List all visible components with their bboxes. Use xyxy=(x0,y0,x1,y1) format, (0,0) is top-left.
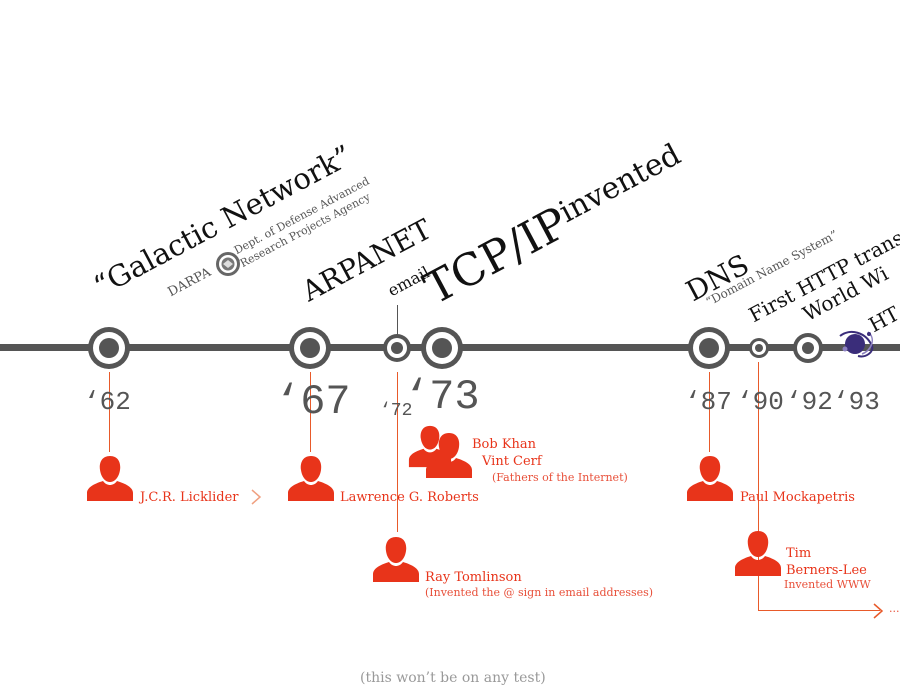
year-92: ‘92 xyxy=(786,387,833,417)
darpa-seal-icon xyxy=(216,252,240,276)
person-silhouette-icon xyxy=(86,455,134,501)
person-roberts: Lawrence G. Roberts xyxy=(340,490,479,505)
connector-90-horizontal xyxy=(758,610,880,611)
person-licklider: J.C.R. Licklider xyxy=(140,490,239,505)
event-tcpip-invented: invented xyxy=(553,137,687,230)
person-berners-lee: Berners-Lee xyxy=(786,563,867,578)
node-92 xyxy=(793,333,823,363)
node-62 xyxy=(88,327,130,369)
node-73 xyxy=(421,327,463,369)
node-87 xyxy=(688,327,730,369)
connector-62 xyxy=(109,372,110,452)
chevron-right-icon xyxy=(873,603,884,619)
year-73: ‘73 xyxy=(404,373,480,421)
year-90: ‘90 xyxy=(737,387,784,417)
mosaic-logo-icon xyxy=(839,330,874,358)
chevron-right-icon xyxy=(251,489,262,505)
person-cerf: Vint Cerf xyxy=(482,454,542,469)
person-khan: Bob Khan xyxy=(472,437,537,452)
note-fathers: (Fathers of the Internet) xyxy=(492,471,628,484)
connector-67 xyxy=(310,372,311,452)
connector-87 xyxy=(709,372,710,452)
connector-90 xyxy=(758,362,759,610)
year-93: ‘93 xyxy=(833,387,880,417)
connector-email xyxy=(397,305,398,335)
connector-72 xyxy=(397,372,398,532)
person-tim: Tim xyxy=(786,546,812,561)
year-67: ‘67 xyxy=(275,378,351,426)
node-67 xyxy=(289,327,331,369)
person-silhouette-icon xyxy=(287,455,335,501)
person-silhouette-icon xyxy=(372,536,420,582)
person-silhouette-icon xyxy=(734,530,782,576)
year-87: ‘87 xyxy=(685,387,732,417)
note-tim: Invented WWW xyxy=(784,578,871,591)
node-90 xyxy=(749,338,769,358)
more-ellipsis: ... xyxy=(889,602,900,615)
year-72: ‘72 xyxy=(380,401,413,421)
year-62: ‘62 xyxy=(84,387,131,417)
person-tomlinson: Ray Tomlinson xyxy=(425,570,522,585)
person-silhouette-icon xyxy=(686,455,734,501)
note-tomlinson: (Invented the @ sign in email addresses) xyxy=(425,586,654,599)
person-silhouette-icon xyxy=(425,432,473,478)
event-tcpip: TCP/IP xyxy=(416,197,577,315)
event-darpa: DARPA xyxy=(165,265,214,301)
node-72 xyxy=(383,334,411,362)
footer-note: (this won’t be on any test) xyxy=(360,670,546,686)
person-mockapetris: Paul Mockapetris xyxy=(740,490,855,505)
